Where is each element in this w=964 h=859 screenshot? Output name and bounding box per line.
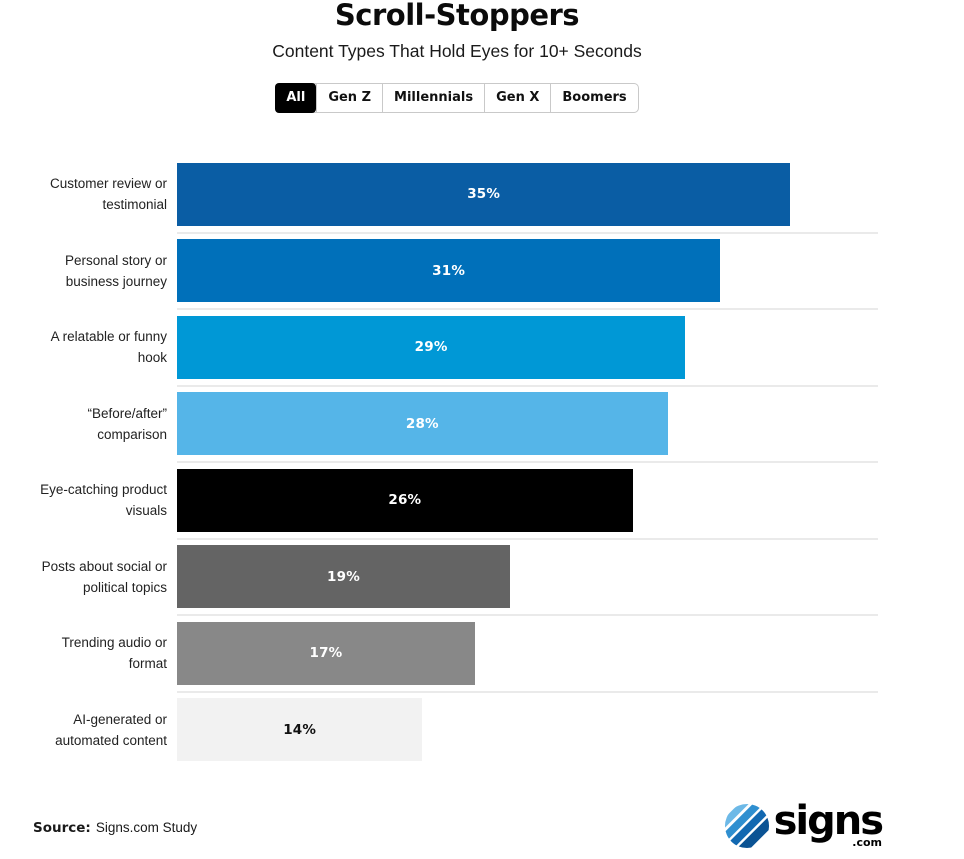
logo-tld: .com (852, 835, 882, 849)
source-note: Source: Signs.com Study (33, 820, 197, 836)
bar-row: Customer review or testimonial 35% (0, 156, 914, 233)
tab-all[interactable]: All (275, 83, 317, 113)
bar-row: Personal story or business journey 31% (0, 233, 914, 310)
bar-row: AI-generated or automated content 14% (0, 692, 914, 769)
tab-bar: All Gen Z Millennials Gen X Boomers (0, 83, 914, 113)
logo-brand: signs (773, 797, 884, 844)
logo-text: signs .com (773, 797, 884, 849)
bar-row: Eye-catching product visuals 26% (0, 462, 914, 539)
bar-value-label: 31% (432, 262, 466, 279)
bar-chart: Customer review or testimonial 35% Perso… (0, 156, 914, 768)
bar[interactable]: 14% (177, 698, 423, 762)
bar-row: “Before/after” comparison 28% (0, 386, 914, 463)
chart-container: Scroll-Stoppers Content Types That Hold … (0, 0, 914, 768)
bar[interactable]: 19% (177, 545, 510, 609)
bar-value-label: 35% (467, 186, 501, 203)
tab-millennials[interactable]: Millennials (382, 84, 484, 112)
bar-value-label: 26% (388, 492, 422, 509)
category-label: Personal story or business journey (64, 252, 167, 289)
tab-group: All Gen Z Millennials Gen X Boomers (275, 83, 639, 113)
bar[interactable]: 17% (177, 621, 475, 685)
bar-track: 29% (177, 315, 878, 379)
tab-gen-z[interactable]: Gen Z (316, 84, 382, 112)
source-text: Signs.com Study (95, 820, 198, 835)
bar-row: A relatable or funny hook 29% (0, 309, 914, 386)
bar-value-label: 28% (405, 415, 439, 432)
bar-row: Trending audio or format 17% (0, 615, 914, 692)
signs-logo-icon (723, 803, 770, 849)
bar[interactable]: 29% (177, 315, 686, 379)
signs-com-logo[interactable]: signs .com (723, 797, 884, 849)
bar-track: 28% (177, 392, 878, 456)
bar-track: 19% (177, 545, 878, 609)
category-label: “Before/after” comparison (87, 405, 167, 442)
bar-track: 31% (177, 239, 878, 303)
category-label: AI-generated or automated content (55, 711, 167, 748)
bar-value-label: 14% (283, 721, 317, 738)
bar-value-label: 29% (414, 339, 448, 356)
tab-boomers[interactable]: Boomers (550, 84, 637, 112)
bar[interactable]: 26% (177, 468, 633, 532)
category-label: A relatable or funny hook (50, 329, 167, 366)
bar-track: 14% (177, 698, 878, 762)
bar[interactable]: 31% (177, 239, 721, 303)
source-label: Source: (33, 820, 91, 836)
category-label: Posts about social or political topics (41, 558, 167, 595)
bar[interactable]: 35% (177, 162, 791, 226)
bar-value-label: 17% (309, 645, 343, 662)
bar-track: 17% (177, 621, 878, 685)
bar-row: Posts about social or political topics 1… (0, 539, 914, 616)
tab-gen-x[interactable]: Gen X (484, 84, 550, 112)
bar[interactable]: 28% (177, 392, 668, 456)
bar-track: 35% (177, 162, 878, 226)
page-title: Scroll-Stoppers (334, 0, 580, 32)
category-label: Trending audio or format (61, 635, 167, 672)
bar-value-label: 19% (327, 568, 360, 585)
category-label: Customer review or testimonial (49, 176, 167, 213)
bar-track: 26% (177, 468, 878, 532)
page-subtitle: Content Types That Hold Eyes for 10+ Sec… (272, 41, 642, 61)
category-label: Eye-catching product visuals (40, 482, 167, 519)
